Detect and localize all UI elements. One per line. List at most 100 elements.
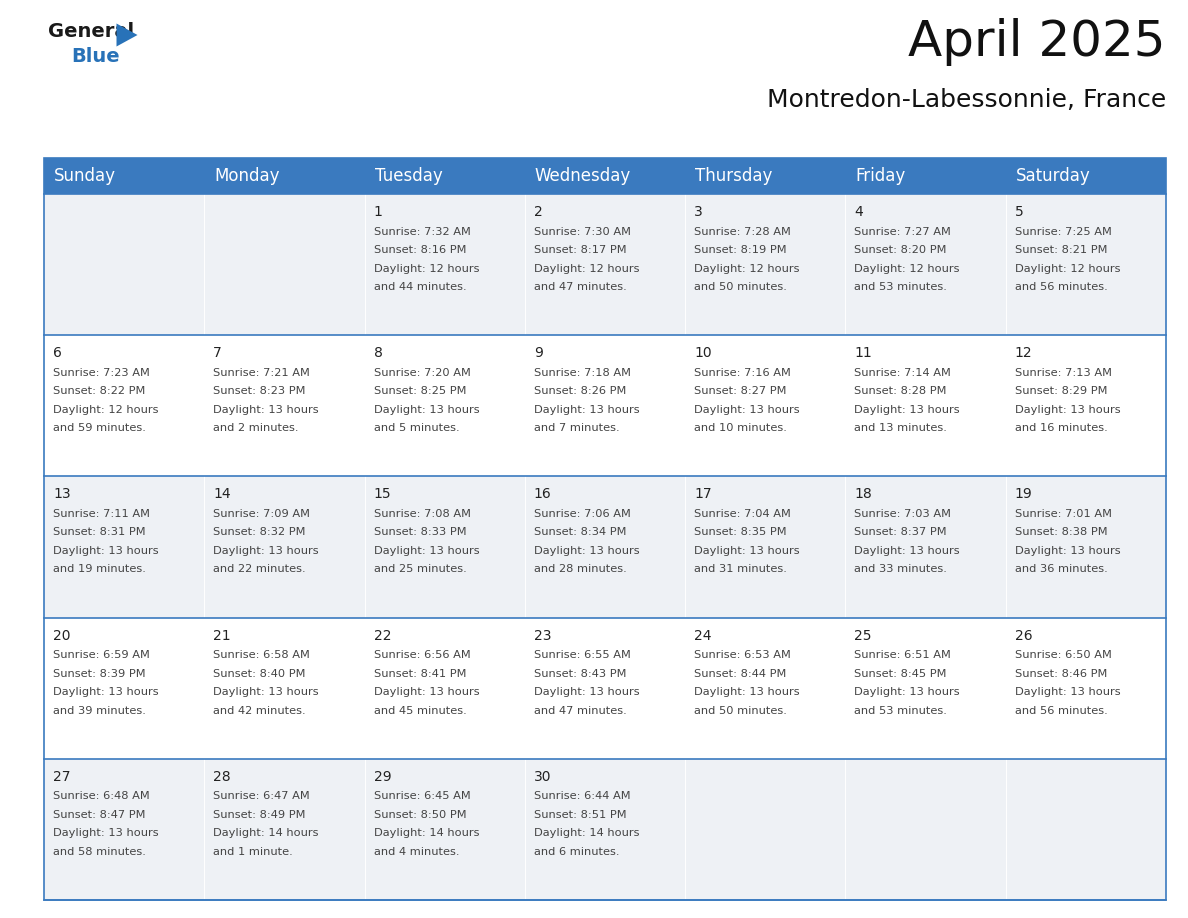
Text: Sunset: 8:26 PM: Sunset: 8:26 PM: [533, 386, 626, 397]
Text: 7: 7: [214, 346, 222, 360]
Text: and 22 minutes.: and 22 minutes.: [214, 565, 307, 575]
Text: 27: 27: [53, 770, 70, 784]
Bar: [685, 759, 846, 900]
Text: 13: 13: [53, 487, 70, 501]
Text: Friday: Friday: [855, 167, 905, 185]
Text: Sunrise: 7:27 AM: Sunrise: 7:27 AM: [854, 227, 952, 237]
Text: 23: 23: [533, 629, 551, 643]
Text: and 58 minutes.: and 58 minutes.: [53, 846, 146, 856]
Text: and 56 minutes.: and 56 minutes.: [1015, 706, 1107, 716]
Text: 29: 29: [373, 770, 391, 784]
Bar: [846, 759, 1006, 900]
Text: Montredon-Labessonnie, France: Montredon-Labessonnie, France: [766, 88, 1165, 112]
Text: and 2 minutes.: and 2 minutes.: [214, 423, 299, 433]
Text: Sunset: 8:41 PM: Sunset: 8:41 PM: [373, 668, 466, 678]
Bar: [525, 194, 685, 335]
Text: and 13 minutes.: and 13 minutes.: [854, 423, 947, 433]
Bar: [846, 476, 1006, 618]
Bar: [204, 194, 365, 335]
Text: and 6 minutes.: and 6 minutes.: [533, 846, 619, 856]
Text: Sunset: 8:23 PM: Sunset: 8:23 PM: [214, 386, 305, 397]
Text: Thursday: Thursday: [695, 167, 772, 185]
Text: Daylight: 13 hours: Daylight: 13 hours: [373, 405, 479, 415]
Text: Sunrise: 6:47 AM: Sunrise: 6:47 AM: [214, 791, 310, 801]
Text: Sunrise: 6:56 AM: Sunrise: 6:56 AM: [373, 650, 470, 660]
Text: Sunset: 8:19 PM: Sunset: 8:19 PM: [694, 245, 786, 255]
Bar: [1006, 158, 1165, 194]
Text: 15: 15: [373, 487, 391, 501]
Bar: [204, 476, 365, 618]
Text: Sunset: 8:46 PM: Sunset: 8:46 PM: [1015, 668, 1107, 678]
Text: Daylight: 13 hours: Daylight: 13 hours: [854, 687, 960, 697]
Text: Daylight: 13 hours: Daylight: 13 hours: [694, 546, 800, 556]
Text: Sunrise: 6:44 AM: Sunrise: 6:44 AM: [533, 791, 631, 801]
Bar: [365, 158, 525, 194]
Text: Sunrise: 7:18 AM: Sunrise: 7:18 AM: [533, 368, 631, 377]
Text: 14: 14: [214, 487, 230, 501]
Text: Daylight: 13 hours: Daylight: 13 hours: [533, 687, 639, 697]
Text: Sunrise: 7:30 AM: Sunrise: 7:30 AM: [533, 227, 631, 237]
Text: 26: 26: [1015, 629, 1032, 643]
Text: Sunset: 8:25 PM: Sunset: 8:25 PM: [373, 386, 466, 397]
Text: and 7 minutes.: and 7 minutes.: [533, 423, 619, 433]
Text: April 2025: April 2025: [909, 18, 1165, 66]
Text: Sunset: 8:50 PM: Sunset: 8:50 PM: [373, 810, 466, 820]
Bar: [685, 335, 846, 476]
Text: 4: 4: [854, 205, 864, 219]
Text: Sunrise: 6:51 AM: Sunrise: 6:51 AM: [854, 650, 952, 660]
Bar: [685, 158, 846, 194]
Text: Tuesday: Tuesday: [374, 167, 442, 185]
Text: Sunset: 8:45 PM: Sunset: 8:45 PM: [854, 668, 947, 678]
Text: and 36 minutes.: and 36 minutes.: [1015, 565, 1107, 575]
Bar: [204, 335, 365, 476]
Text: Sunrise: 7:23 AM: Sunrise: 7:23 AM: [53, 368, 150, 377]
Text: 3: 3: [694, 205, 703, 219]
Text: Sunset: 8:17 PM: Sunset: 8:17 PM: [533, 245, 626, 255]
Text: Sunrise: 7:32 AM: Sunrise: 7:32 AM: [373, 227, 470, 237]
Text: and 56 minutes.: and 56 minutes.: [1015, 282, 1107, 292]
Bar: [204, 618, 365, 759]
Text: Sunset: 8:49 PM: Sunset: 8:49 PM: [214, 810, 305, 820]
Bar: [525, 618, 685, 759]
Text: Sunrise: 7:11 AM: Sunrise: 7:11 AM: [53, 509, 150, 519]
Bar: [204, 158, 365, 194]
Bar: [44, 618, 204, 759]
Bar: [846, 335, 1006, 476]
Bar: [685, 476, 846, 618]
Text: Sunrise: 7:21 AM: Sunrise: 7:21 AM: [214, 368, 310, 377]
Bar: [44, 158, 204, 194]
Text: 2: 2: [533, 205, 543, 219]
Bar: [1006, 335, 1165, 476]
Text: and 31 minutes.: and 31 minutes.: [694, 565, 786, 575]
Text: 21: 21: [214, 629, 230, 643]
Text: 30: 30: [533, 770, 551, 784]
Text: Sunset: 8:40 PM: Sunset: 8:40 PM: [214, 668, 305, 678]
Bar: [44, 194, 204, 335]
Bar: [365, 618, 525, 759]
Text: and 53 minutes.: and 53 minutes.: [854, 706, 947, 716]
Text: Sunset: 8:20 PM: Sunset: 8:20 PM: [854, 245, 947, 255]
Text: Daylight: 12 hours: Daylight: 12 hours: [694, 263, 800, 274]
Text: and 1 minute.: and 1 minute.: [214, 846, 293, 856]
Text: and 47 minutes.: and 47 minutes.: [533, 706, 626, 716]
Text: Daylight: 13 hours: Daylight: 13 hours: [214, 405, 318, 415]
Polygon shape: [116, 24, 138, 47]
Bar: [525, 759, 685, 900]
Text: 5: 5: [1015, 205, 1024, 219]
Bar: [685, 194, 846, 335]
Text: Sunrise: 6:53 AM: Sunrise: 6:53 AM: [694, 650, 791, 660]
Text: Daylight: 12 hours: Daylight: 12 hours: [53, 405, 158, 415]
Text: Sunset: 8:37 PM: Sunset: 8:37 PM: [854, 528, 947, 537]
Text: and 19 minutes.: and 19 minutes.: [53, 565, 146, 575]
Text: 19: 19: [1015, 487, 1032, 501]
Text: Daylight: 13 hours: Daylight: 13 hours: [214, 687, 318, 697]
Bar: [685, 618, 846, 759]
Bar: [204, 759, 365, 900]
Text: Sunset: 8:43 PM: Sunset: 8:43 PM: [533, 668, 626, 678]
Text: Sunrise: 7:08 AM: Sunrise: 7:08 AM: [373, 509, 470, 519]
Text: Daylight: 13 hours: Daylight: 13 hours: [373, 546, 479, 556]
Text: Sunrise: 6:55 AM: Sunrise: 6:55 AM: [533, 650, 631, 660]
Text: Sunrise: 6:58 AM: Sunrise: 6:58 AM: [214, 650, 310, 660]
Bar: [846, 158, 1006, 194]
Bar: [1006, 618, 1165, 759]
